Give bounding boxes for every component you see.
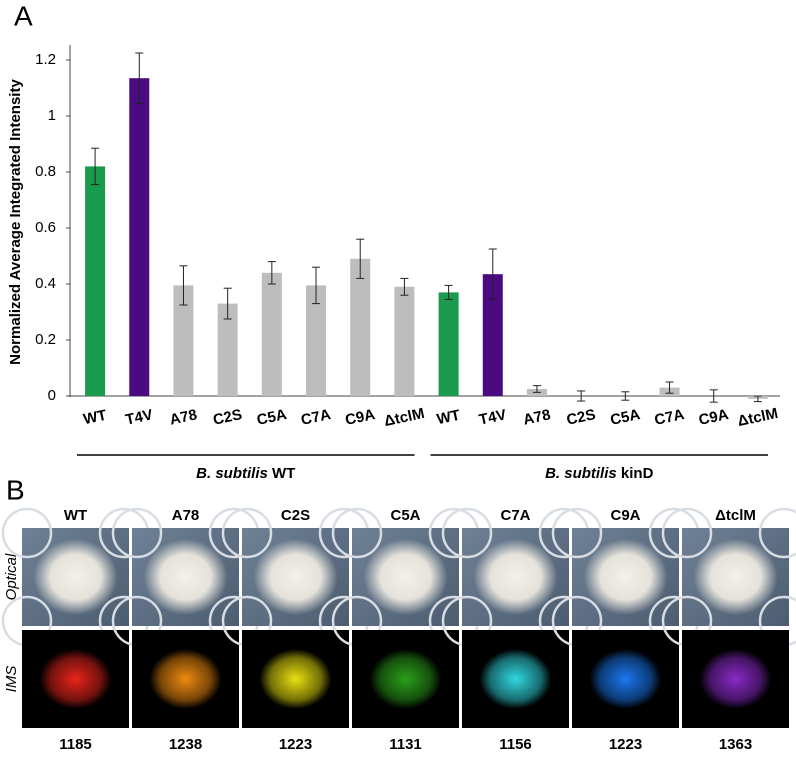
mz-label: 1223	[609, 736, 642, 753]
x-tick-label: C9A	[697, 406, 730, 429]
error-bar	[312, 266, 321, 305]
error-bar	[709, 389, 718, 403]
bar	[394, 286, 415, 396]
error-bar	[223, 287, 232, 320]
y-tick-label: 0.8	[35, 163, 56, 180]
x-tick-label: T4V	[124, 406, 154, 428]
colony	[253, 539, 338, 615]
x-tick-label: WT	[82, 407, 108, 428]
mz-label: 1131	[389, 736, 422, 753]
column-label: C7A	[500, 507, 530, 524]
y-tick-label: 0	[48, 387, 56, 404]
group-label: B. subtilis WT	[196, 465, 295, 482]
y-tick-label: 1	[48, 107, 56, 124]
colony	[693, 539, 778, 615]
x-tick-label: A78	[522, 406, 552, 428]
error-bar	[356, 238, 365, 279]
error-bar	[267, 261, 276, 285]
colony	[363, 539, 448, 615]
well-ring	[1, 507, 53, 559]
x-tick-label: C2S	[212, 406, 244, 429]
y-axis-title: Normalized Average Integrated Intensity	[7, 79, 24, 365]
group-strain: WT	[272, 465, 295, 482]
mz-label: 1363	[719, 736, 752, 753]
bar	[350, 258, 371, 396]
ims-signal	[259, 649, 332, 709]
x-tick-label: T4V	[477, 406, 507, 428]
well-ring	[111, 507, 163, 559]
bar	[482, 274, 503, 396]
colony	[583, 539, 668, 615]
panel-label: A	[14, 0, 33, 31]
mz-label: 1238	[169, 736, 202, 753]
column-label: A78	[172, 507, 200, 524]
bar	[85, 166, 106, 396]
mz-label: 1223	[279, 736, 312, 753]
ims-signal	[39, 649, 112, 709]
colony	[143, 539, 228, 615]
x-tick-label: ΔtclM	[736, 405, 779, 430]
mz-label: 1156	[499, 736, 532, 753]
well-ring	[758, 507, 796, 559]
column-label: C9A	[610, 507, 640, 524]
bar	[217, 303, 238, 396]
mz-label: 1185	[59, 736, 92, 753]
well-ring	[221, 507, 273, 559]
well-ring	[661, 507, 713, 559]
ims-signal	[699, 649, 772, 709]
error-bar	[665, 381, 674, 394]
well-ring	[441, 507, 493, 559]
ims-signal	[149, 649, 222, 709]
x-tick-label: C9A	[344, 406, 377, 429]
colony	[473, 539, 558, 615]
x-tick-label: A78	[168, 406, 198, 428]
error-bar	[753, 395, 762, 403]
column-label: C2S	[281, 507, 310, 524]
bar	[129, 78, 150, 396]
y-tick-label: 0.2	[35, 331, 56, 348]
error-bar	[532, 385, 541, 393]
x-tick-label: C7A	[299, 406, 332, 429]
y-tick-label: 1.2	[35, 51, 56, 68]
panel-label: B	[6, 474, 25, 505]
ims-signal	[589, 649, 662, 709]
error-bar	[179, 265, 188, 306]
row-label: IMS	[3, 666, 20, 693]
group-label: B. subtilis kinD	[545, 465, 654, 482]
column-label: C5A	[390, 507, 420, 524]
error-bar	[577, 390, 586, 402]
x-tick-label: ΔtclM	[383, 405, 426, 430]
x-tick-label: C2S	[565, 406, 597, 429]
x-tick-label: C7A	[653, 406, 686, 429]
bar	[438, 292, 459, 396]
column-label: WT	[64, 507, 87, 524]
colony	[33, 539, 118, 615]
group-strain: kinD	[621, 465, 654, 482]
error-bar	[400, 277, 409, 296]
y-tick-label: 0.4	[35, 275, 56, 292]
column-label: ΔtclM	[715, 507, 756, 524]
bar	[173, 285, 194, 396]
well-ring	[551, 507, 603, 559]
x-tick-label: C5A	[609, 406, 642, 429]
ims-signal	[479, 649, 552, 709]
group-species: B. subtilis	[545, 465, 617, 482]
row-label: Optical	[3, 553, 20, 600]
error-bar	[91, 147, 100, 186]
bar	[261, 272, 282, 396]
group-species: B. subtilis	[196, 465, 268, 482]
error-bar	[135, 52, 144, 104]
error-bar	[621, 391, 630, 401]
error-bar	[488, 248, 497, 300]
ims-signal	[369, 649, 442, 709]
well-ring	[331, 507, 383, 559]
error-bar	[444, 284, 453, 300]
bar	[306, 285, 327, 396]
y-tick-label: 0.6	[35, 219, 56, 236]
x-tick-label: C5A	[255, 406, 288, 429]
x-tick-label: WT	[435, 407, 461, 428]
